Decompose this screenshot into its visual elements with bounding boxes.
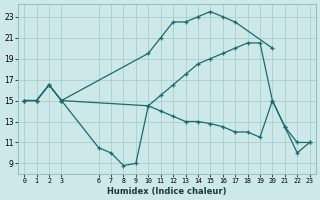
X-axis label: Humidex (Indice chaleur): Humidex (Indice chaleur)	[107, 187, 227, 196]
